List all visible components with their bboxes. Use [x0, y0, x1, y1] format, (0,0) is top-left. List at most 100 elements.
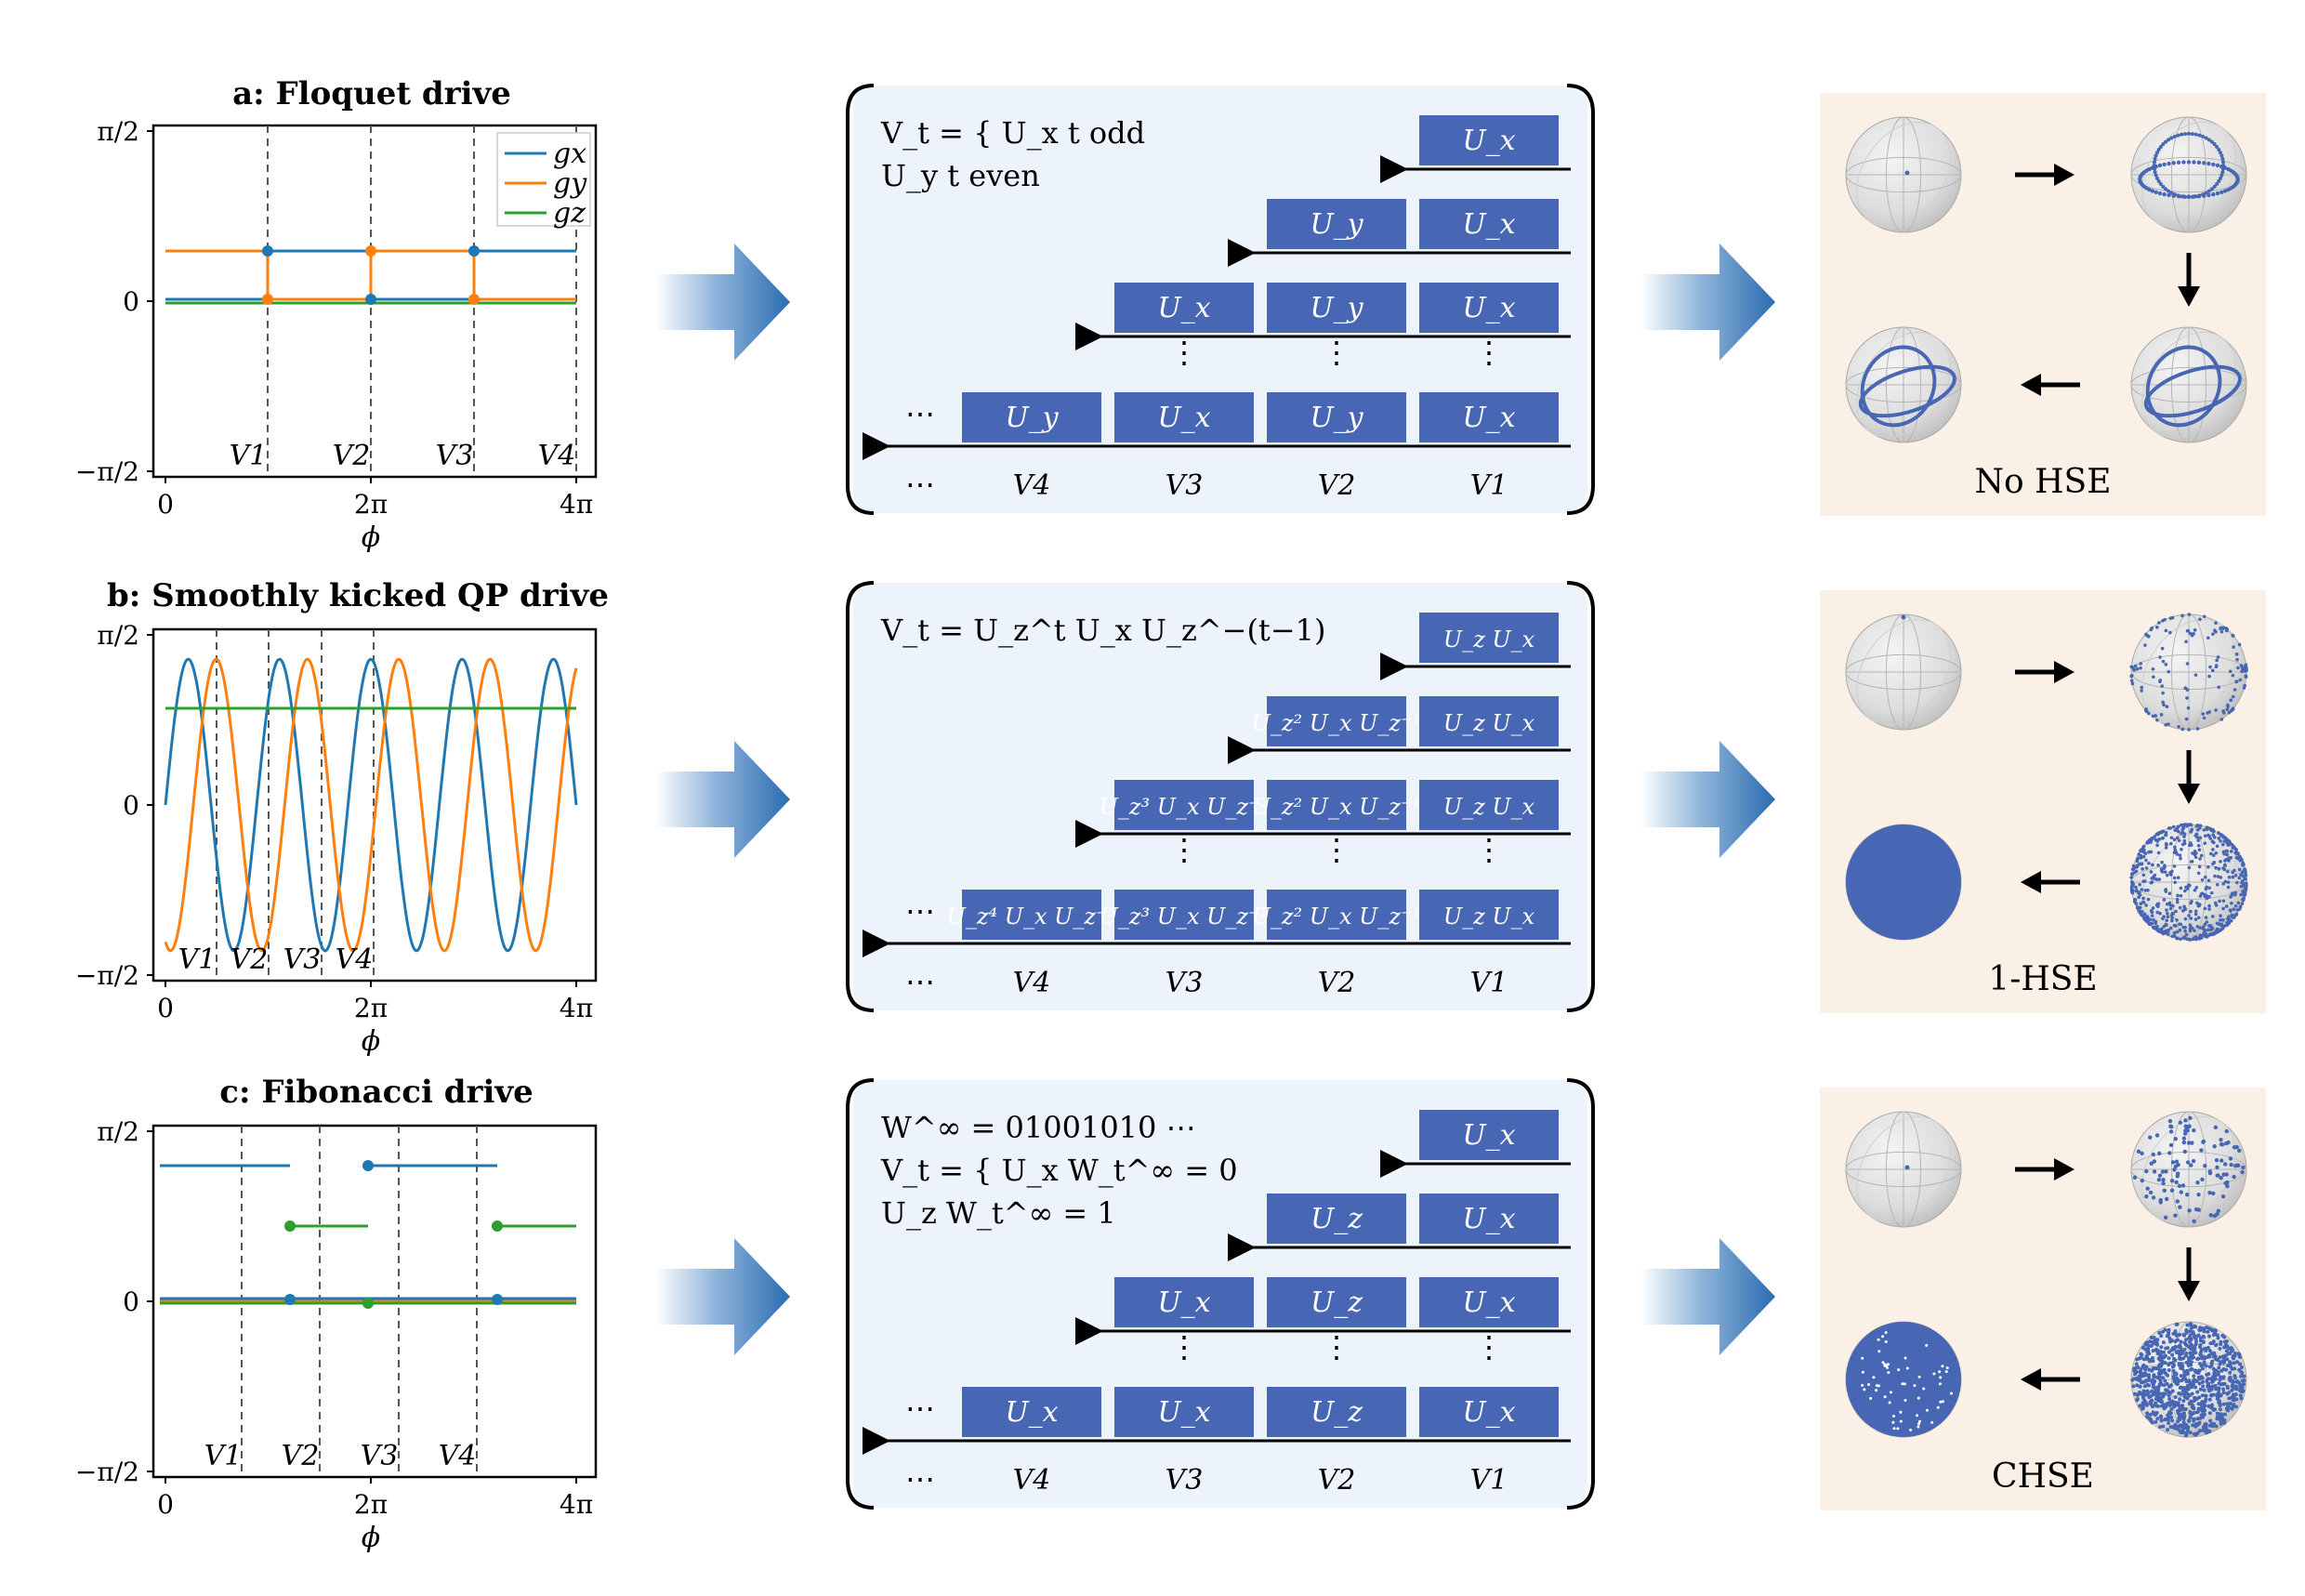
flow-arrow	[655, 1238, 790, 1355]
panel-b-x-ticks: 0 2π 4π ϕ	[157, 981, 593, 1058]
sequence-block: U_z² U_x U_z⁻¹	[1252, 890, 1422, 940]
v-label: V3	[283, 943, 322, 976]
sequence-block: U_z³ U_x U_z⁻²	[1100, 890, 1270, 940]
sequence-block: U_z U_x	[1419, 890, 1559, 940]
svg-text:U_x: U_x	[1462, 1286, 1515, 1319]
sequence-block: U_x	[1419, 1387, 1559, 1437]
column-label: V3	[1166, 967, 1204, 999]
vertical-ellipsis: ⋮	[1169, 832, 1199, 867]
column-label: V1	[1470, 967, 1508, 999]
v-label: V1	[178, 943, 217, 976]
x-tick-label: 2π	[354, 993, 388, 1023]
panel-a-v-labels: V1 V2 V3 V4	[230, 440, 576, 472]
series-gy	[165, 251, 576, 299]
sequence-box-0: V_t = { U_x t odd U_y t evenU_xU_y U_xU_x…	[848, 86, 1593, 513]
svg-text:U_z³ U_x U_z⁻²: U_z³ U_x U_z⁻²	[1100, 794, 1270, 820]
column-label: V3	[1166, 1464, 1204, 1497]
result-panel-2: CHSE	[1820, 1088, 2266, 1510]
sequence-box-1: V_t = U_z^t U_x U_z^−(t−1) U_z U_x U_z² U_…	[848, 583, 1593, 1010]
y-tick-label: π/2	[97, 1116, 139, 1147]
column-label: V1	[1470, 1464, 1508, 1497]
column-label: V2	[1318, 967, 1356, 999]
x-tick-label: 4π	[560, 489, 593, 520]
flow-arrow	[1640, 244, 1775, 361]
equation-line: W^∞ = 01001010 ⋯	[881, 1110, 1196, 1145]
vertical-ellipsis: ⋮	[1169, 1329, 1199, 1365]
panel-c-x-ticks: 0 2π 4π ϕ	[157, 1477, 593, 1554]
result-panel-1: 1-HSE	[1820, 590, 2266, 1013]
legend-gz: gz	[553, 197, 586, 230]
column-label: V2	[1318, 469, 1356, 502]
vertical-ellipsis: ⋮	[1169, 335, 1199, 370]
panel-a-x-ticks: 0 2π 4π ϕ	[157, 477, 593, 554]
panel-b-v-labels: V1 V2 V3 V4	[178, 943, 374, 976]
equation-line: U_y t even	[881, 158, 1040, 193]
v-label: V4	[538, 440, 576, 472]
svg-text:U_x: U_x	[1157, 402, 1210, 434]
vertical-ellipsis: ⋮	[1322, 1329, 1351, 1365]
svg-text:U_y: U_y	[1005, 402, 1059, 434]
sequence-block: U_z U_x	[1419, 613, 1559, 663]
sequence-block: U_z³ U_x U_z⁻²	[1100, 780, 1270, 830]
x-tick-label: 0	[157, 993, 174, 1023]
x-tick-label: 2π	[354, 1489, 388, 1520]
svg-text:U_y: U_y	[1310, 292, 1363, 324]
svg-text:U_x: U_x	[1462, 125, 1515, 157]
y-tick-label: π/2	[97, 620, 139, 651]
sequence-block: U_y	[1267, 283, 1406, 333]
v-label: V4	[439, 1440, 477, 1472]
column-label: ⋯	[905, 964, 935, 999]
y-tick-label: −π/2	[75, 960, 139, 991]
column-label: ⋯	[905, 1461, 935, 1497]
svg-text:U_z: U_z	[1311, 1286, 1363, 1319]
svg-text:U_x: U_x	[1157, 1396, 1210, 1429]
panel-c-title: c: Fibonacci drive	[219, 1074, 533, 1111]
ellipsis: ⋯	[905, 1391, 935, 1426]
sequence-block: U_x	[1114, 1277, 1254, 1327]
x-tick-label: 4π	[560, 1489, 593, 1520]
sequence-block: U_x	[1419, 392, 1559, 442]
sequence-block: U_z	[1267, 1194, 1406, 1244]
flow-arrow	[655, 244, 790, 361]
y-tick-label: −π/2	[75, 456, 139, 487]
sequence-block: U_z⁴ U_x U_z⁻³	[947, 890, 1117, 940]
v-label: V3	[436, 440, 474, 472]
sequence-block: U_x	[1419, 199, 1559, 249]
flow-arrow	[655, 741, 790, 858]
sequence-block: U_z² U_x U_z⁻¹	[1252, 696, 1422, 746]
sequence-block: U_y	[962, 392, 1101, 442]
panel-b-y-ticks: π/2 0 −π/2	[75, 620, 153, 991]
v-label: V4	[336, 943, 374, 976]
v-label: V3	[361, 1440, 399, 1472]
svg-text:U_x: U_x	[1462, 402, 1515, 434]
x-tick-label: 2π	[354, 489, 388, 520]
x-tick-label: 4π	[560, 993, 593, 1023]
svg-text:U_z U_x: U_z U_x	[1443, 627, 1535, 653]
svg-text:U_z U_x: U_z U_x	[1443, 710, 1535, 736]
v-label: V1	[230, 440, 268, 472]
sequence-block: U_x	[1419, 1110, 1559, 1160]
svg-text:U_z³ U_x U_z⁻²: U_z³ U_x U_z⁻²	[1100, 904, 1270, 930]
ellipsis: ⋯	[905, 396, 935, 431]
panel-b: b: Smoothly kicked QP drive π/2 0 −π/2 0…	[75, 577, 609, 1058]
vertical-ellipsis: ⋮	[1322, 335, 1351, 370]
vertical-ellipsis: ⋮	[1322, 832, 1351, 867]
x-tick-label: 0	[157, 1489, 174, 1520]
v-label: V1	[204, 1440, 243, 1472]
column-label: V4	[1013, 967, 1051, 999]
panel-a: a: Floquet drive π/2 0 −π/2 0 2π 4π ϕ	[75, 75, 596, 554]
sequence-block: U_x	[1419, 283, 1559, 333]
y-tick-label: π/2	[97, 116, 139, 147]
svg-text:U_z⁴ U_x U_z⁻³: U_z⁴ U_x U_z⁻³	[947, 904, 1117, 930]
y-tick-label: 0	[123, 1286, 139, 1317]
svg-text:U_z U_x: U_z U_x	[1443, 904, 1535, 930]
column-label: V3	[1166, 469, 1204, 502]
panel-c: c: Fibonacci drive π/2 0 −π/2 0 2π 4π ϕ	[75, 1074, 596, 1554]
sequence-boxes: V_t = { U_x t odd U_y t evenU_xU_y U_xU_x…	[848, 86, 1593, 1508]
y-tick-label: −π/2	[75, 1457, 139, 1487]
svg-text:U_y: U_y	[1310, 402, 1363, 434]
result-panels: No HSE 1-HSE CHSE	[1820, 93, 2266, 1510]
panel-a-y-ticks: π/2 0 −π/2	[75, 116, 153, 487]
